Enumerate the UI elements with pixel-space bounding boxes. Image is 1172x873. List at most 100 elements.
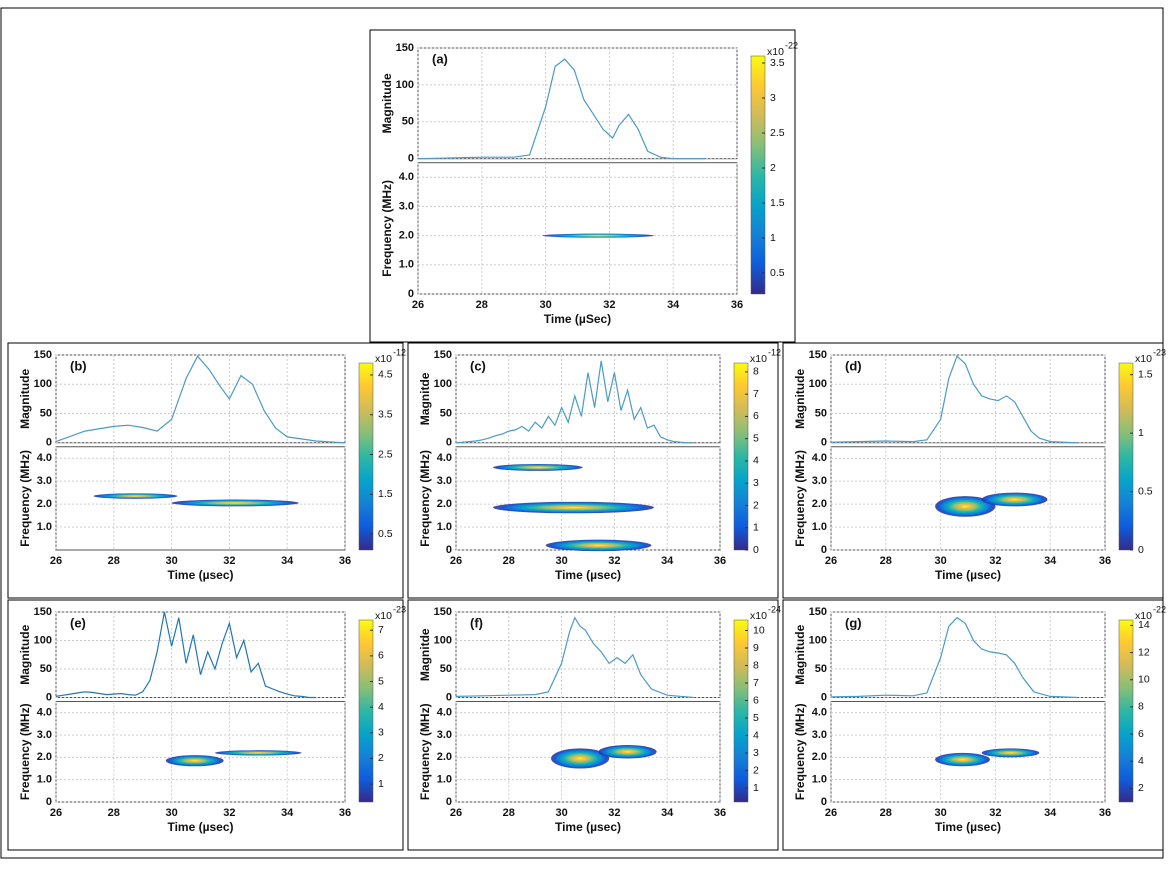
colorbar-tick-label: 0.5 bbox=[770, 267, 785, 279]
x-axis-title: Time (µsec) bbox=[935, 568, 1001, 582]
x-tick-label: 32 bbox=[989, 555, 1001, 567]
colorbar-tick-label: 1.5 bbox=[1138, 368, 1153, 380]
colorbar bbox=[750, 55, 766, 295]
x-tick-label: 32 bbox=[989, 807, 1001, 819]
colorbar-tick-label: 4.5 bbox=[378, 369, 393, 381]
colorbar-exponent: -24 bbox=[768, 604, 781, 614]
x-tick-label: 28 bbox=[108, 807, 120, 819]
colorbar bbox=[733, 362, 749, 551]
colorbar-tick-label: 4 bbox=[753, 455, 759, 467]
colorbar-tick-label: 6 bbox=[753, 694, 759, 706]
x-tick-label: 26 bbox=[450, 807, 462, 819]
y-tick-label: 0 bbox=[821, 437, 827, 449]
y-tick-label: 4.0 bbox=[812, 452, 827, 464]
panel-label: (f) bbox=[470, 615, 483, 630]
spectrogram-axes bbox=[455, 446, 721, 551]
x-tick-label: 34 bbox=[667, 299, 680, 311]
x-tick-label: 26 bbox=[50, 555, 62, 567]
y-axis-title: Magnitude bbox=[18, 624, 32, 684]
y-tick-label: 0 bbox=[46, 437, 52, 449]
colorbar-tick-label: 2 bbox=[770, 162, 776, 174]
y-tick-label: 150 bbox=[434, 606, 452, 618]
y-tick-label: 1.0 bbox=[399, 259, 414, 271]
colorbar-tick-label: 7 bbox=[753, 677, 759, 689]
spectrogram-axes bbox=[830, 701, 1106, 803]
colorbar-tick-label: 7 bbox=[378, 624, 384, 636]
y-tick-label: 2.0 bbox=[37, 498, 52, 510]
y-tick-label: 2.0 bbox=[812, 498, 827, 510]
colorbar bbox=[733, 619, 749, 803]
y-tick-label: 150 bbox=[34, 349, 52, 361]
colorbar-tick-label: 1 bbox=[753, 522, 759, 534]
x-tick-label: 34 bbox=[661, 555, 674, 567]
spectrogram-region bbox=[492, 463, 583, 471]
x-tick-label: 36 bbox=[1099, 555, 1111, 567]
y-axis-title: Magnitde bbox=[418, 372, 432, 425]
x-tick-label: 32 bbox=[223, 555, 235, 567]
magnitude-axes bbox=[455, 354, 721, 444]
y-tick-label: 0 bbox=[821, 796, 827, 808]
x-tick-label: 28 bbox=[503, 807, 515, 819]
spectrogram-region bbox=[542, 233, 655, 238]
magnitude-line bbox=[455, 360, 694, 444]
x-tick-label: 30 bbox=[934, 807, 946, 819]
colorbar-tick-label: 0 bbox=[753, 544, 759, 556]
colorbar-tick-label: 4 bbox=[378, 701, 384, 713]
x-tick-label: 36 bbox=[339, 555, 351, 567]
colorbar-tick-label: 10 bbox=[753, 624, 765, 636]
magnitude-axes bbox=[55, 611, 346, 698]
colorbar-tick-label: 0.5 bbox=[1138, 485, 1153, 497]
y-tick-label: 2.0 bbox=[812, 751, 827, 763]
x-tick-label: 34 bbox=[281, 807, 294, 819]
y-axis-title: Frequency (MHz) bbox=[418, 450, 432, 547]
colorbar-scale: x10 bbox=[1135, 353, 1152, 365]
y-tick-label: 2.0 bbox=[37, 751, 52, 763]
y-tick-label: 1.0 bbox=[37, 774, 52, 786]
y-axis-title: Frequency (MHz) bbox=[18, 703, 32, 800]
y-tick-label: 0 bbox=[408, 288, 414, 300]
colorbar-tick-label: 9 bbox=[753, 642, 759, 654]
colorbar-tick-label: 3.5 bbox=[770, 57, 785, 69]
y-tick-label: 3.0 bbox=[812, 475, 827, 487]
x-tick-label: 28 bbox=[108, 555, 120, 567]
x-tick-label: 26 bbox=[50, 807, 62, 819]
y-tick-label: 2.0 bbox=[437, 751, 452, 763]
x-tick-label: 32 bbox=[608, 555, 620, 567]
y-tick-label: 4.0 bbox=[37, 452, 52, 464]
colorbar-tick-label: 8 bbox=[753, 659, 759, 671]
colorbar-tick-label: 14 bbox=[1138, 619, 1150, 631]
y-axis-title: Frequency (MHz) bbox=[418, 703, 432, 800]
colorbar-tick-label: 2 bbox=[753, 764, 759, 776]
colorbar-tick-label: 6 bbox=[1138, 728, 1144, 740]
spectrogram-region bbox=[171, 499, 299, 507]
y-tick-label: 0 bbox=[408, 153, 414, 165]
y-tick-label: 50 bbox=[40, 663, 52, 675]
magnitude-line bbox=[830, 355, 1078, 444]
colorbar-tick-label: 3 bbox=[770, 92, 776, 104]
colorbar-tick-label: 1 bbox=[1138, 427, 1144, 439]
y-tick-label: 3.0 bbox=[437, 729, 452, 741]
y-tick-label: 1.0 bbox=[437, 521, 452, 533]
colorbar-tick-label: 0.5 bbox=[378, 528, 393, 540]
colorbar bbox=[1118, 619, 1134, 803]
x-tick-label: 34 bbox=[1044, 555, 1057, 567]
spectrogram-region bbox=[165, 755, 224, 767]
colorbar-tick-label: 4 bbox=[753, 729, 759, 741]
y-tick-label: 50 bbox=[402, 116, 414, 128]
magnitude-axes bbox=[417, 47, 738, 160]
magnitude-axes bbox=[55, 354, 346, 444]
y-tick-label: 50 bbox=[440, 663, 452, 675]
panel-label: (c) bbox=[470, 358, 486, 373]
x-tick-label: 36 bbox=[339, 807, 351, 819]
x-tick-label: 32 bbox=[608, 807, 620, 819]
colorbar-tick-label: 2 bbox=[378, 752, 384, 764]
panel-label: (b) bbox=[70, 358, 87, 373]
y-tick-label: 2.0 bbox=[399, 230, 414, 242]
x-tick-label: 30 bbox=[934, 555, 946, 567]
y-tick-label: 4.0 bbox=[437, 452, 452, 464]
y-tick-label: 100 bbox=[34, 634, 52, 646]
y-tick-label: 1.0 bbox=[37, 521, 52, 533]
spectrogram-region bbox=[981, 748, 1040, 758]
y-axis-title: Magnitde bbox=[418, 628, 432, 681]
